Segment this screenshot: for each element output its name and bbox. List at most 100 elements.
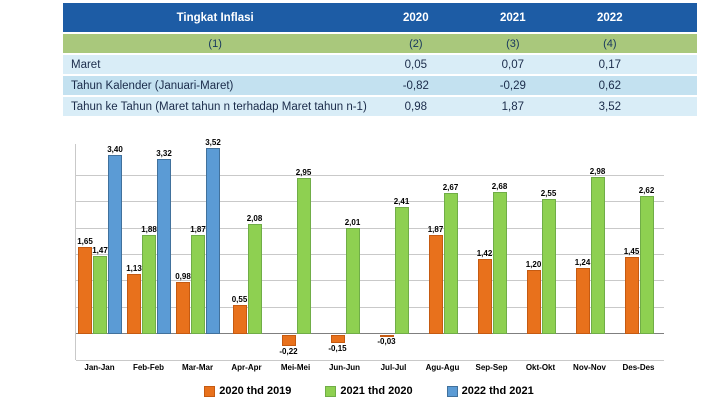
x-axis-label: Apr-Apr	[231, 363, 262, 372]
bar-2021-thd-2020	[247, 224, 262, 334]
bar-value-label: 2,68	[491, 182, 508, 192]
legend-label: 2022 thd 2021	[461, 385, 534, 397]
cell-value: -0,82	[367, 74, 465, 95]
table-header-pad	[658, 3, 697, 32]
x-axis-label: Mei-Mei	[280, 363, 311, 372]
bar-value-label: 1,47	[92, 246, 108, 256]
table-subheader-4: (4)	[561, 32, 659, 53]
bar-value-label: 1,42	[476, 248, 493, 258]
bar-value-label: 1,45	[623, 247, 640, 257]
cell-value: 0,07	[464, 53, 562, 74]
report-page: Tingkat Inflasi 2020 2021 2022 (1) (2) (…	[0, 3, 718, 404]
cell-value: 0,05	[367, 53, 465, 74]
bar-2020-thd-2019	[575, 268, 590, 334]
bar-value-label: 1,13	[126, 264, 142, 274]
bar-2022-thd-2021	[157, 158, 171, 334]
bar-2022-thd-2021	[108, 154, 122, 334]
table-subheader-1: (1)	[63, 32, 368, 53]
bar-2020-thd-2019	[526, 270, 541, 334]
bar-2020-thd-2019	[477, 258, 492, 334]
bar-2022-thd-2021	[206, 148, 220, 334]
x-axis-label: Okt-Okt	[525, 363, 556, 372]
chart-legend: 2020 thd 2019 2021 thd 2020 2022 thd 2021	[75, 385, 663, 397]
gridline	[76, 359, 664, 361]
bar-2020-thd-2019	[379, 334, 394, 337]
table-header-2020: 2020	[367, 3, 465, 32]
x-axis-label: Feb-Feb	[132, 363, 165, 372]
table-header-title: Tingkat Inflasi	[63, 3, 368, 32]
bar-value-label: 1,65	[77, 236, 93, 246]
gridline	[76, 227, 664, 229]
chart-plot-area: 1,65 1,47 3,40 1,13 1,88 3,32 0,98 1,87 3,52 0,55…	[75, 138, 664, 361]
legend-label: 2021 thd 2020	[340, 385, 413, 397]
x-axis-label: Nov-Nov	[573, 363, 606, 372]
bar-2021-thd-2020	[142, 234, 156, 334]
bar-value-label: 2,98	[589, 166, 606, 176]
bar-value-label: 2,41	[393, 196, 410, 206]
legend-swatch	[204, 385, 216, 397]
gridline	[76, 175, 664, 177]
x-axis-label: Jan-Jan	[84, 363, 115, 372]
bar-2021-thd-2020	[541, 199, 556, 334]
bar-2020-thd-2019	[176, 282, 190, 334]
bar-2020-thd-2019	[624, 257, 639, 334]
x-axis-label: Jul-Jul	[380, 363, 407, 372]
bar-2021-thd-2020	[191, 235, 205, 334]
bar-value-label: 1,87	[190, 225, 206, 235]
row-label: Tahun ke Tahun (Maret tahun n terhadap M…	[63, 95, 368, 116]
row-label: Maret	[63, 53, 368, 74]
inflation-bar-chart: 1,65 1,47 3,40 1,13 1,88 3,32 0,98 1,87 3,52 0,55…	[75, 138, 664, 397]
bar-value-label: -0,03	[377, 337, 396, 347]
table-header-2022: 2022	[561, 3, 659, 32]
bar-value-label: -0,15	[328, 343, 347, 353]
legend-item: 2022 thd 2021	[446, 385, 534, 397]
bar-value-label: 2,62	[638, 185, 655, 195]
bar-2021-thd-2020	[639, 195, 654, 334]
bar-value-label: 2,95	[295, 168, 312, 178]
bar-value-label: 2,67	[442, 182, 459, 192]
table-subheader-3: (3)	[464, 32, 562, 53]
bar-value-label: 1,87	[427, 225, 444, 235]
table-subheader-row: (1) (2) (3) (4)	[63, 32, 697, 53]
inflation-table: Tingkat Inflasi 2020 2021 2022 (1) (2) (…	[63, 3, 697, 116]
bar-2020-thd-2019	[330, 334, 345, 343]
bar-2020-thd-2019	[232, 304, 247, 334]
bar-value-label: 0,55	[231, 294, 248, 304]
gridline	[76, 254, 664, 256]
table-subheader-2: (2)	[367, 32, 465, 53]
cell-pad	[658, 53, 697, 74]
cell-value: -0,29	[464, 74, 562, 95]
legend-item: 2020 thd 2019	[204, 385, 291, 397]
cell-pad	[658, 95, 697, 116]
bar-value-label: 2,01	[344, 217, 361, 227]
cell-value: 0,17	[561, 53, 659, 74]
table-header-row: Tingkat Inflasi 2020 2021 2022	[63, 3, 697, 32]
legend-label: 2020 thd 2019	[219, 385, 292, 397]
legend-item: 2021 thd 2020	[325, 385, 413, 397]
x-axis-label: Agu-Agu	[425, 363, 460, 372]
table-header-2021: 2021	[464, 3, 562, 32]
table-row-tahun-kalender: Tahun Kalender (Januari-Maret) -0,82 -0,…	[63, 74, 697, 95]
bar-2020-thd-2019	[127, 274, 141, 334]
cell-value: 0,62	[561, 74, 659, 95]
x-axis-label: Mar-Mar	[181, 363, 214, 372]
gridline	[76, 306, 664, 308]
chart-x-axis: Jan-Jan Feb-Feb Mar-Mar Apr-Apr Mei-Mei Jun-J…	[75, 363, 663, 375]
bar-value-label: 1,24	[574, 258, 591, 268]
bar-value-label: -0,22	[279, 347, 298, 357]
cell-value: 1,87	[464, 95, 562, 116]
bar-2020-thd-2019	[281, 334, 296, 347]
x-axis-label: Des-Des	[622, 363, 655, 372]
bar-2020-thd-2019	[428, 235, 443, 334]
cell-pad	[658, 74, 697, 95]
cell-value: 3,52	[561, 95, 659, 116]
table-subheader-pad	[658, 32, 697, 53]
x-axis-line	[76, 333, 664, 335]
bar-value-label: 3,40	[107, 144, 123, 154]
bar-value-label: 0,98	[175, 272, 191, 282]
gridline	[76, 201, 664, 203]
bar-2020-thd-2019	[78, 246, 92, 334]
gridline	[76, 280, 664, 282]
bar-value-label: 2,08	[246, 214, 263, 224]
bar-value-label: 3,52	[205, 138, 221, 148]
